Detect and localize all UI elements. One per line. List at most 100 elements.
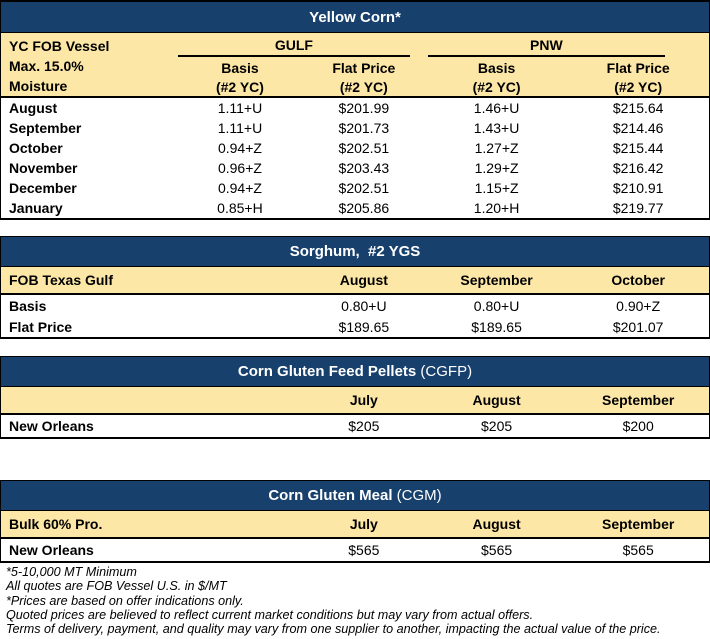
gulf-basis-header: Basis (#2 YC)	[215, 60, 264, 95]
cgfp-title-abbrev: (CGFP)	[416, 363, 473, 380]
cgm-title-abbrev: (CGM)	[392, 487, 442, 504]
gulf-flat-value: $202.51	[338, 140, 390, 156]
sorghum-title: Sorghum, #2 YGS	[289, 243, 421, 260]
yellow-corn-table: Yellow Corn* YC FOB Vessel Max. 15.0% Mo…	[0, 0, 710, 220]
gulf-basis-value: 0.94+Z	[217, 140, 262, 156]
price-value: $205	[481, 418, 513, 434]
basis-value: 0.80+U	[341, 297, 387, 314]
pnw-basis-header: Basis (#2 YC)	[472, 60, 521, 95]
pnw-basis-value: 1.43+U	[473, 120, 520, 136]
gulf-flat-value: $201.73	[338, 120, 390, 136]
table-row: August 1.11+U $201.99 1.46+U $215.64	[1, 98, 709, 118]
gulf-basis-value: 0.85+H	[217, 200, 263, 216]
pnw-flat-value: $210.91	[612, 180, 664, 196]
cgm-title-bar: Corn Gluten Meal (CGM)	[1, 481, 709, 511]
row-label: New Orleans	[9, 418, 94, 434]
cgm-side-header: Bulk 60% Pro.	[9, 516, 103, 532]
gulf-basis-value: 0.94+Z	[217, 180, 262, 196]
table-row: January 0.85+H $205.86 1.20+H $219.77	[1, 198, 709, 218]
table-row: Basis 0.80+U 0.80+U 0.90+Z	[1, 295, 709, 316]
footnotes: *5-10,000 MT Minimum All quotes are FOB …	[0, 563, 710, 636]
yellow-corn-title-bar: Yellow Corn*	[1, 2, 709, 33]
footnote-line: *5-10,000 MT Minimum	[6, 565, 137, 579]
column-header: September	[460, 272, 533, 288]
column-header: July	[349, 392, 378, 408]
column-header: September	[601, 392, 675, 408]
gulf-flat-value: $202.51	[338, 180, 390, 196]
flat-price-value: $189.65	[338, 318, 390, 335]
flat-price-value: $189.65	[471, 318, 522, 335]
spacer	[0, 439, 710, 480]
pnw-flat-price-header: Flat Price (#2 YC)	[606, 60, 670, 95]
pnw-flat-value: $215.44	[612, 140, 664, 156]
sorghum-title-bar: Sorghum, #2 YGS	[1, 237, 709, 267]
basis-value: 0.90+Z	[616, 297, 661, 314]
gulf-flat-value: $201.99	[338, 100, 390, 116]
flat-price-value: $201.07	[612, 318, 664, 335]
footnote-line: Terms of delivery, payment, and quality …	[6, 622, 661, 637]
column-header: July	[349, 516, 378, 532]
cgfp-header-row: July August September	[1, 387, 709, 415]
table-row: New Orleans $565 $565 $565	[1, 539, 709, 561]
sorghum-header-row: FOB Texas Gulf August September October	[1, 267, 709, 295]
price-value: $205	[348, 418, 380, 434]
table-row: New Orleans $205 $205 $200	[1, 415, 709, 437]
cgm-header-row: Bulk 60% Pro. July August September	[1, 511, 709, 539]
pnw-column-group: PNW Basis (#2 YC) Flat Price (#2 YC)	[426, 33, 709, 96]
yellow-corn-header: YC FOB Vessel Max. 15.0% Moisture GULF B…	[1, 33, 709, 98]
basis-value: 0.80+U	[473, 297, 520, 314]
pnw-group-header: PNW	[427, 33, 665, 57]
pnw-basis-value: 1.20+H	[473, 200, 520, 216]
pnw-basis-value: 1.27+Z	[474, 140, 519, 156]
side-header-line: Moisture	[9, 78, 68, 94]
pnw-basis-value: 1.15+Z	[474, 180, 519, 196]
month-label: November	[9, 160, 78, 176]
cgm-table: Corn Gluten Meal (CGM) Bulk 60% Pro. Jul…	[0, 480, 710, 563]
cgm-title: Corn Gluten Meal	[268, 487, 393, 504]
price-value: $565	[348, 542, 380, 558]
side-header-line: YC FOB Vessel	[9, 38, 110, 54]
table-row: September 1.11+U $201.73 1.43+U $214.46	[1, 118, 709, 138]
pnw-flat-value: $216.42	[612, 160, 664, 176]
column-header: August	[472, 516, 521, 532]
sorghum-side-header: FOB Texas Gulf	[9, 272, 113, 288]
column-header: August	[339, 272, 388, 288]
footnote-line: All quotes are FOB Vessel U.S. in $/MT	[6, 579, 227, 594]
gulf-group-header: GULF	[178, 33, 410, 57]
gulf-flat-price-header: Flat Price (#2 YC)	[332, 60, 396, 95]
yellow-corn-side-header: YC FOB Vessel Max. 15.0% Moisture	[1, 33, 178, 96]
table-row: November 0.96+Z $203.43 1.29+Z $216.42	[1, 158, 709, 178]
month-label: August	[9, 100, 58, 116]
cgfp-title-bar: Corn Gluten Feed Pellets (CGFP)	[1, 357, 709, 387]
gulf-basis-value: 1.11+U	[217, 100, 263, 116]
side-header-line: Max. 15.0%	[9, 58, 84, 74]
row-label: Basis	[9, 297, 47, 314]
row-label: Flat Price	[9, 318, 73, 335]
month-label: September	[9, 120, 82, 136]
month-label: October	[9, 140, 63, 156]
gulf-basis-value: 1.11+U	[217, 120, 263, 136]
price-value: $200	[622, 418, 654, 434]
gulf-flat-value: $203.43	[338, 160, 390, 176]
month-label: December	[9, 180, 77, 196]
spacer	[0, 220, 710, 236]
price-value: $565	[481, 542, 513, 558]
gulf-basis-value: 0.96+Z	[217, 160, 262, 176]
price-value: $565	[622, 542, 654, 558]
row-label: New Orleans	[9, 542, 94, 558]
gulf-column-group: GULF Basis (#2 YC) Flat Price (#2 YC)	[178, 33, 426, 96]
footnote-line: Quoted prices are believed to reflect cu…	[6, 607, 534, 622]
pnw-flat-value: $214.46	[612, 120, 664, 136]
pnw-flat-value: $219.77	[612, 200, 664, 216]
column-header: September	[601, 516, 675, 532]
sorghum-table: Sorghum, #2 YGS FOB Texas Gulf August Se…	[0, 236, 710, 339]
table-row: December 0.94+Z $202.51 1.15+Z $210.91	[1, 178, 709, 198]
gulf-flat-value: $205.86	[338, 200, 390, 216]
cgfp-title: Corn Gluten Feed Pellets	[237, 363, 417, 380]
table-row: October 0.94+Z $202.51 1.27+Z $215.44	[1, 138, 709, 158]
column-header: August	[472, 392, 521, 408]
pnw-basis-value: 1.29+Z	[474, 160, 519, 176]
pnw-flat-value: $215.64	[612, 100, 664, 116]
yellow-corn-title: Yellow Corn*	[309, 8, 401, 26]
